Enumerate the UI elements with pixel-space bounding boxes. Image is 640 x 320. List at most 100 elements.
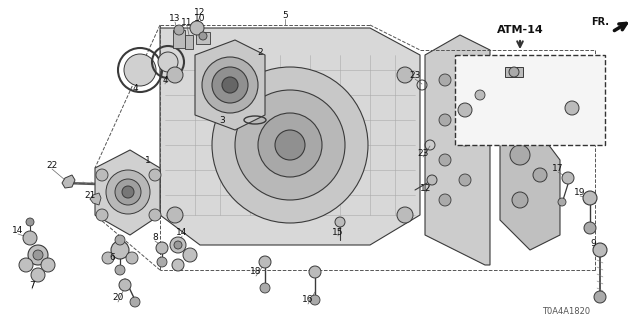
Circle shape	[235, 90, 345, 200]
Circle shape	[558, 198, 566, 206]
Circle shape	[512, 192, 528, 208]
Circle shape	[509, 67, 519, 77]
Polygon shape	[500, 65, 560, 250]
Bar	[173, 30, 185, 48]
Text: 14: 14	[176, 228, 188, 236]
Circle shape	[459, 134, 471, 146]
Circle shape	[170, 237, 186, 253]
Circle shape	[124, 54, 156, 86]
Circle shape	[149, 169, 161, 181]
Circle shape	[397, 67, 413, 83]
Text: 3: 3	[219, 116, 225, 124]
Circle shape	[309, 266, 321, 278]
Circle shape	[106, 170, 150, 214]
Circle shape	[439, 114, 451, 126]
Text: 19: 19	[574, 188, 586, 196]
Circle shape	[593, 243, 607, 257]
Circle shape	[130, 297, 140, 307]
Text: ATM-14: ATM-14	[497, 25, 543, 35]
Circle shape	[41, 258, 55, 272]
Bar	[185, 35, 193, 49]
Circle shape	[26, 218, 34, 226]
Circle shape	[439, 194, 451, 206]
Text: 17: 17	[552, 164, 564, 172]
Text: 11: 11	[181, 18, 193, 27]
Circle shape	[508, 98, 532, 122]
Circle shape	[459, 174, 471, 186]
Circle shape	[115, 179, 141, 205]
Circle shape	[23, 231, 37, 245]
Circle shape	[335, 217, 345, 227]
Circle shape	[19, 258, 33, 272]
Text: 13: 13	[169, 13, 180, 22]
Text: 7: 7	[29, 281, 35, 290]
Text: T0A4A1820: T0A4A1820	[542, 308, 590, 316]
Circle shape	[115, 265, 125, 275]
Circle shape	[174, 25, 184, 35]
Polygon shape	[425, 35, 490, 265]
Circle shape	[183, 248, 197, 262]
Circle shape	[258, 113, 322, 177]
Circle shape	[174, 241, 182, 249]
Circle shape	[167, 207, 183, 223]
Circle shape	[115, 235, 125, 245]
Circle shape	[439, 74, 451, 86]
Text: 1: 1	[145, 156, 151, 164]
Circle shape	[190, 21, 204, 35]
Circle shape	[562, 172, 574, 184]
Circle shape	[149, 209, 161, 221]
Polygon shape	[95, 150, 160, 235]
Polygon shape	[90, 193, 101, 205]
Circle shape	[212, 67, 248, 103]
Circle shape	[96, 169, 108, 181]
Circle shape	[158, 52, 178, 72]
Circle shape	[584, 222, 596, 234]
Text: FR.: FR.	[591, 17, 609, 27]
Text: 21: 21	[84, 190, 96, 199]
Polygon shape	[195, 40, 265, 130]
Text: 4: 4	[162, 76, 168, 84]
Polygon shape	[160, 28, 420, 245]
Circle shape	[275, 130, 305, 160]
Circle shape	[199, 32, 207, 40]
Circle shape	[259, 256, 271, 268]
Polygon shape	[62, 175, 75, 188]
Circle shape	[202, 57, 258, 113]
Circle shape	[458, 103, 472, 117]
Circle shape	[565, 101, 579, 115]
Text: 16: 16	[302, 295, 314, 305]
Text: 23: 23	[417, 148, 429, 157]
Bar	[455, 55, 605, 145]
Bar	[505, 67, 523, 77]
Circle shape	[157, 257, 167, 267]
Circle shape	[212, 67, 368, 223]
Text: 20: 20	[112, 293, 124, 302]
Circle shape	[126, 252, 138, 264]
Circle shape	[31, 268, 45, 282]
Text: 10: 10	[195, 13, 205, 22]
Text: 12: 12	[195, 7, 205, 17]
Circle shape	[510, 145, 530, 165]
Text: 9: 9	[590, 238, 596, 247]
Circle shape	[33, 250, 43, 260]
Circle shape	[439, 154, 451, 166]
Circle shape	[397, 207, 413, 223]
Bar	[196, 32, 210, 44]
Circle shape	[172, 259, 184, 271]
Circle shape	[222, 77, 238, 93]
Circle shape	[111, 241, 129, 259]
Text: 8: 8	[152, 233, 158, 242]
Text: 12: 12	[420, 183, 432, 193]
Circle shape	[96, 209, 108, 221]
Circle shape	[28, 245, 48, 265]
Circle shape	[119, 279, 131, 291]
Circle shape	[260, 283, 270, 293]
Circle shape	[310, 295, 320, 305]
Circle shape	[102, 252, 114, 264]
Text: 14: 14	[12, 226, 24, 235]
Circle shape	[594, 291, 606, 303]
Circle shape	[475, 90, 485, 100]
Circle shape	[459, 94, 471, 106]
Circle shape	[427, 175, 437, 185]
Text: 4: 4	[132, 84, 138, 92]
